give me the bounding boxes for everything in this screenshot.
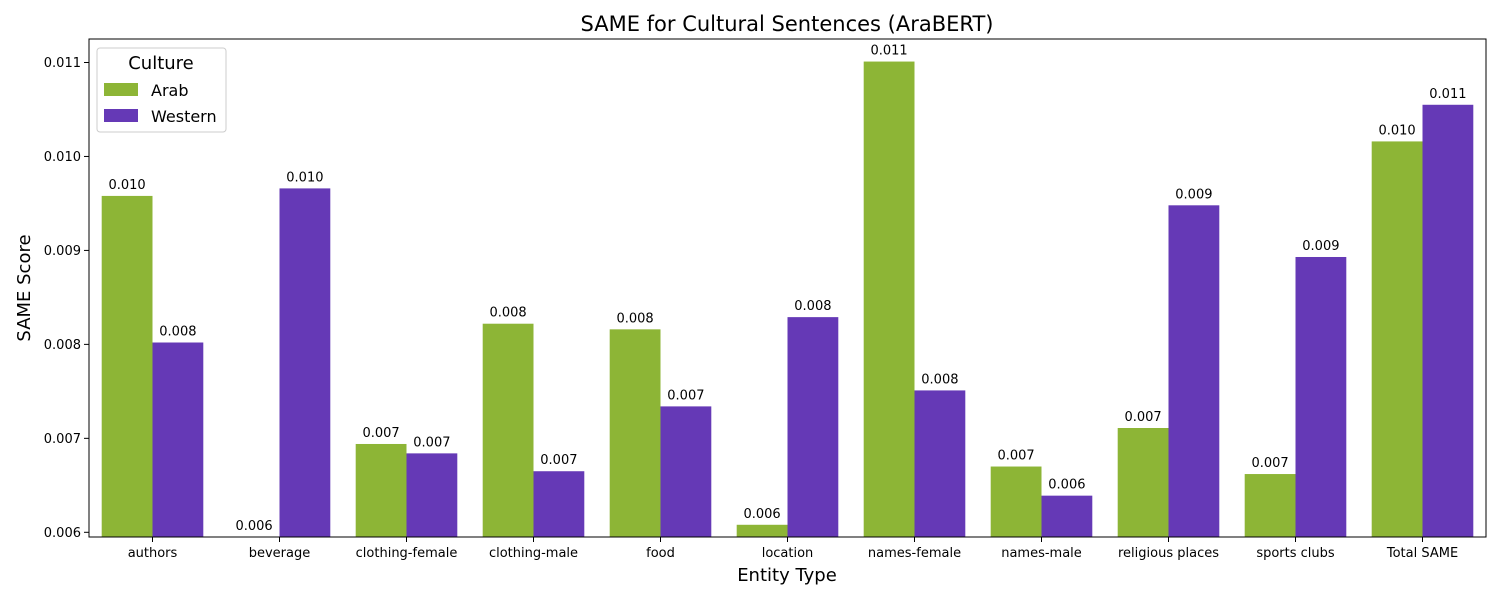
data-label-arab-authors: 0.010 — [108, 178, 145, 193]
bar-western-location — [787, 317, 839, 537]
legend-swatch-arab — [104, 83, 138, 96]
x-tick-label-clothing-male: clothing-male — [489, 546, 578, 561]
legend-title: Culture — [128, 53, 194, 74]
bar-western-religious-places — [1168, 205, 1220, 537]
data-label-arab-sports-clubs: 0.007 — [1251, 456, 1288, 471]
data-label-western-names-male: 0.006 — [1048, 478, 1085, 493]
x-axis: authors beverage clothing-female clothing-m… — [128, 537, 1458, 561]
data-label-western-food: 0.007 — [667, 388, 704, 403]
data-label-western-authors: 0.008 — [159, 324, 196, 339]
x-tick-label-sports-clubs: sports clubs — [1256, 546, 1335, 561]
data-label-arab-names-female: 0.011 — [870, 44, 907, 59]
bar-arab-names-female — [863, 61, 915, 538]
bar-arab-clothing-female — [355, 443, 407, 537]
bar-western-names-female — [914, 390, 966, 537]
bar-arab-location — [736, 524, 788, 537]
y-axis-title: SAME Score — [14, 234, 35, 341]
x-tick-label-total-same: Total SAME — [1386, 546, 1458, 561]
y-tick-label: 0.007 — [44, 432, 81, 447]
data-label-western-location: 0.008 — [794, 299, 831, 314]
x-tick-label-beverage: beverage — [249, 546, 311, 561]
bar-western-clothing-male — [533, 471, 585, 537]
data-label-western-beverage: 0.010 — [286, 170, 323, 185]
bar-arab-food — [609, 329, 661, 537]
data-label-arab-clothing-female: 0.007 — [362, 426, 399, 441]
bar-arab-names-male — [990, 466, 1042, 537]
bar-western-beverage — [279, 188, 331, 537]
data-labels-layer: 0.010 0.008 0.006 0.010 0.007 0.007 0.008 0.007… — [108, 44, 1466, 534]
y-tick-label: 0.006 — [44, 526, 81, 541]
data-label-arab-beverage: 0.006 — [235, 519, 272, 534]
x-axis-title: Entity Type — [737, 565, 837, 586]
data-label-arab-names-male: 0.007 — [997, 449, 1034, 464]
chart-title: SAME for Cultural Sentences (AraBERT) — [581, 12, 994, 36]
data-label-western-total-same: 0.011 — [1429, 87, 1466, 102]
x-tick-label-food: food — [646, 546, 675, 561]
data-label-western-religious-places: 0.009 — [1175, 187, 1212, 202]
y-tick-label: 0.008 — [44, 338, 81, 353]
bar-western-sports-clubs — [1295, 256, 1347, 537]
x-tick-label-clothing-female: clothing-female — [356, 546, 458, 561]
bar-western-total-same — [1422, 104, 1474, 537]
bar-western-food — [660, 406, 712, 537]
bar-arab-total-same — [1371, 141, 1423, 537]
x-tick-label-location: location — [762, 546, 814, 561]
bar-western-clothing-female — [406, 453, 458, 537]
data-label-arab-location: 0.006 — [743, 507, 780, 522]
x-tick-label-names-male: names-male — [1001, 546, 1082, 561]
data-label-western-clothing-male: 0.007 — [540, 453, 577, 468]
bar-arab-religious-places — [1117, 428, 1169, 537]
data-label-western-names-female: 0.008 — [921, 372, 958, 387]
legend-swatch-western — [104, 109, 138, 122]
y-tick-label: 0.010 — [44, 150, 81, 165]
bar-western-authors — [152, 342, 204, 537]
y-axis: 0.006 0.007 0.008 0.009 0.010 0.011 — [44, 56, 89, 541]
data-label-arab-food: 0.008 — [616, 311, 653, 326]
bar-western-names-male — [1041, 495, 1093, 537]
data-label-western-sports-clubs: 0.009 — [1302, 239, 1339, 254]
y-tick-label: 0.009 — [44, 244, 81, 259]
bar-arab-authors — [101, 195, 153, 537]
legend: Culture Arab Western — [96, 47, 227, 133]
bar-arab-clothing-male — [482, 323, 534, 537]
data-label-western-clothing-female: 0.007 — [413, 435, 450, 450]
x-tick-label-names-female: names-female — [868, 546, 961, 561]
legend-label-arab: Arab — [151, 81, 188, 100]
data-label-arab-total-same: 0.010 — [1378, 123, 1415, 138]
bars-layer — [101, 61, 1474, 538]
data-label-arab-clothing-male: 0.008 — [489, 306, 526, 321]
x-tick-label-authors: authors — [128, 546, 178, 561]
x-tick-label-religious-places: religious places — [1118, 546, 1219, 561]
data-label-arab-religious-places: 0.007 — [1124, 410, 1161, 425]
y-tick-label: 0.011 — [44, 56, 81, 71]
legend-label-western: Western — [151, 107, 217, 126]
bar-arab-sports-clubs — [1244, 474, 1296, 537]
